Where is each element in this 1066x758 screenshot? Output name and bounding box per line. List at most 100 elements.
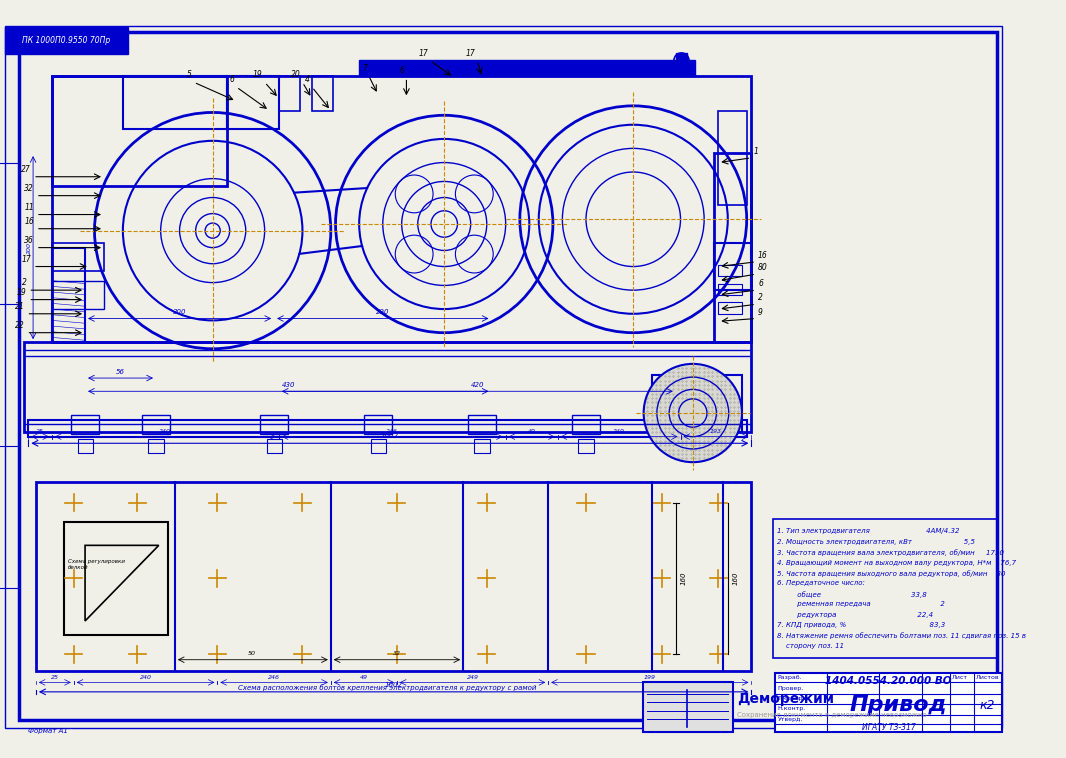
Bar [371, 440, 386, 453]
Text: общее                                        33,8: общее 33,8 [777, 590, 926, 597]
Text: 19: 19 [17, 288, 27, 297]
Text: ПК 1000П0.9550 70Пр: ПК 1000П0.9550 70Пр [22, 36, 110, 45]
Text: ременная передача                               2: ременная передача 2 [777, 601, 944, 607]
Bar [52, 248, 85, 342]
Bar [718, 265, 742, 276]
Bar [571, 415, 600, 434]
Bar [713, 243, 752, 290]
Bar [123, 76, 227, 130]
Text: 32: 32 [25, 183, 34, 193]
Text: сторону поз. 11: сторону поз. 11 [777, 643, 844, 649]
Text: 249: 249 [467, 675, 479, 680]
Bar [359, 61, 695, 76]
Bar [279, 76, 300, 111]
Text: 19: 19 [253, 70, 262, 80]
Text: 6: 6 [758, 279, 763, 288]
Bar [468, 415, 496, 434]
Text: Н.контр.: Н.контр. [778, 706, 806, 711]
Text: Утверд.: Утверд. [778, 717, 804, 722]
Bar [4, 27, 128, 54]
Text: 56: 56 [115, 369, 125, 375]
Text: 246: 246 [268, 675, 280, 680]
Text: 11: 11 [25, 202, 34, 211]
Text: Схема регулировки
белкой: Схема регулировки белкой [68, 559, 125, 570]
Bar [227, 76, 279, 130]
Bar [652, 375, 742, 432]
Text: Разраб.: Разраб. [778, 675, 803, 680]
Text: 4: 4 [305, 75, 310, 84]
Text: 36: 36 [25, 236, 34, 245]
Bar [474, 440, 489, 453]
Text: 3. Частота вращения вала электродвигателя, об/мин     1750: 3. Частота вращения вала электродвигател… [777, 549, 1004, 556]
Text: Лист: Лист [951, 675, 967, 680]
Text: Схема расположения болтов крепления электродвигателя к редуктору с рамой: Схема расположения болтов крепления элек… [239, 684, 536, 691]
Text: 1002: 1002 [384, 682, 402, 688]
Text: 160: 160 [680, 572, 687, 585]
Text: 80: 80 [758, 263, 768, 272]
Text: 27: 27 [21, 165, 31, 174]
Text: 49: 49 [360, 675, 368, 680]
Text: 290: 290 [376, 309, 389, 315]
Text: Привод: Привод [850, 695, 947, 715]
Bar [718, 111, 746, 205]
Text: 49: 49 [528, 429, 535, 434]
Text: 1: 1 [754, 147, 758, 156]
Bar [142, 415, 171, 434]
Text: к2: к2 [980, 699, 996, 712]
Text: 25: 25 [36, 429, 44, 434]
Circle shape [644, 364, 742, 462]
Text: 420: 420 [470, 381, 484, 387]
Text: 5: 5 [187, 70, 192, 80]
Text: 20: 20 [291, 70, 301, 80]
Bar [64, 522, 168, 635]
Text: 17: 17 [466, 49, 475, 58]
Bar [773, 519, 998, 658]
Text: 2: 2 [758, 293, 763, 302]
Text: 7: 7 [361, 64, 367, 73]
Bar [52, 76, 752, 342]
Text: 21: 21 [15, 302, 25, 311]
Bar [676, 53, 688, 70]
Text: 300: 300 [173, 309, 187, 315]
Bar [643, 682, 732, 731]
Bar [29, 420, 746, 437]
Text: 1404.0554.20.000 ВО: 1404.0554.20.000 ВО [825, 675, 952, 685]
Text: ИГАТУ ТЗ-317: ИГАТУ ТЗ-317 [861, 723, 916, 732]
Text: Провер.: Провер. [778, 685, 804, 691]
Bar [52, 243, 104, 271]
Text: Т.контр.: Т.контр. [778, 696, 805, 701]
Text: 246: 246 [386, 429, 399, 434]
Text: редуктора                                    22,4: редуктора 22,4 [777, 612, 933, 618]
Bar [662, 415, 690, 434]
Text: 17: 17 [419, 49, 429, 58]
Text: Листов: Листов [975, 675, 1000, 680]
Text: 5. Частота вращения выходного вала редуктора, об/мин    30: 5. Частота вращения выходного вала редук… [777, 570, 1005, 577]
Text: 9: 9 [758, 308, 763, 317]
Text: Деморежим: Деморежим [738, 692, 835, 706]
Text: 1002: 1002 [381, 434, 399, 440]
Text: 16: 16 [758, 251, 768, 260]
Text: 22: 22 [15, 321, 25, 330]
Text: 2: 2 [21, 278, 27, 287]
Text: 200: 200 [27, 242, 32, 254]
Bar [70, 415, 99, 434]
Text: 6: 6 [229, 75, 235, 84]
Text: 240: 240 [140, 675, 151, 680]
Text: Сохранение документа в деморежиме невозможно: Сохранение документа в деморежиме невозм… [738, 712, 927, 718]
Bar [718, 302, 742, 314]
Bar [52, 280, 104, 309]
Bar [668, 440, 683, 453]
Bar [312, 76, 333, 111]
Text: 2. Мощность электродвигателя, кВт                       5,5: 2. Мощность электродвигателя, кВт 5,5 [777, 539, 975, 545]
Bar [713, 153, 752, 342]
Bar [699, 415, 728, 434]
Text: 160: 160 [732, 572, 739, 585]
Text: Формат А1: Формат А1 [29, 728, 68, 734]
Bar [52, 76, 227, 186]
Bar [266, 440, 281, 453]
Text: 6. Передаточное число:: 6. Передаточное число: [777, 581, 865, 587]
Text: 430: 430 [281, 381, 295, 387]
Bar [148, 440, 163, 453]
Bar [706, 440, 722, 453]
Bar [78, 440, 93, 453]
